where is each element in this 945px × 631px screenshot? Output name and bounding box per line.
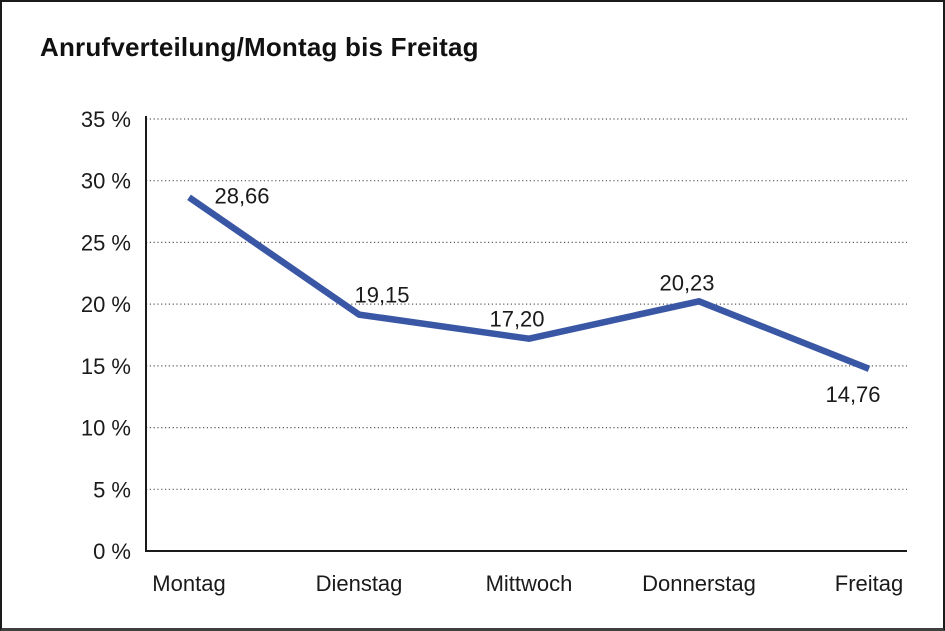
chart-title: Anrufverteilung/Montag bis Freitag <box>40 32 479 62</box>
x-category-label: Montag <box>152 571 225 596</box>
y-tick-label: 20 % <box>81 292 131 317</box>
data-point-label: 20,23 <box>659 270 714 295</box>
y-tick-label: 10 % <box>81 416 131 441</box>
x-category-label: Dienstag <box>316 571 403 596</box>
data-line <box>187 194 871 372</box>
data-point-label: 14,76 <box>825 382 880 407</box>
y-tick-label: 0 % <box>93 539 131 564</box>
data-point-label: 19,15 <box>354 283 409 308</box>
y-tick-label: 15 % <box>81 354 131 379</box>
x-category-label: Mittwoch <box>486 571 573 596</box>
x-category-label: Freitag <box>835 571 903 596</box>
y-tick-label: 5 % <box>93 477 131 502</box>
y-tick-label: 30 % <box>81 169 131 194</box>
x-category-label: Donnerstag <box>642 571 756 596</box>
data-point-label: 28,66 <box>214 183 269 208</box>
y-tick-label: 25 % <box>81 230 131 255</box>
data-point-label: 17,20 <box>489 307 544 332</box>
y-tick-label: 35 % <box>81 107 131 132</box>
